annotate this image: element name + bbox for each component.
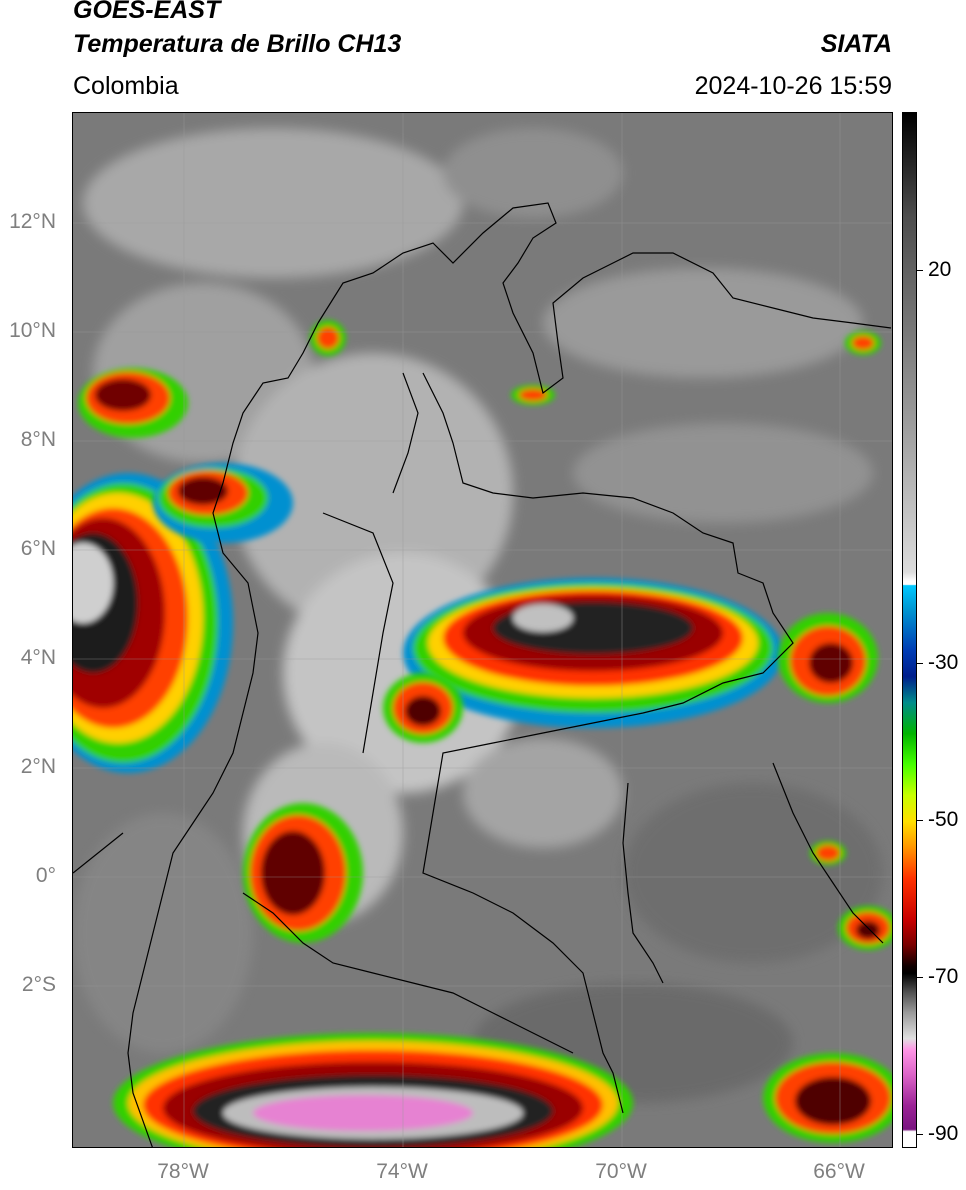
convective-cloud-tops — [73, 320, 892, 1147]
map-canvas — [73, 113, 892, 1147]
lat-label-2s: 2°S — [21, 973, 56, 996]
colorbar-tick — [917, 663, 923, 664]
satellite-name: GOES-EAST — [73, 0, 221, 24]
lat-label-6n: 6°N — [20, 537, 56, 560]
colorbar-tick — [917, 270, 923, 271]
cloud-texture — [73, 128, 883, 1103]
colorbar-tick — [917, 1134, 923, 1135]
satellite-map — [72, 112, 893, 1148]
colorbar-label-m30: -30 — [928, 651, 959, 674]
lat-label-10n: 10°N — [9, 319, 56, 342]
lat-label-4n: 4°N — [20, 646, 56, 669]
lat-label-12n: 12°N — [9, 210, 56, 233]
colorbar — [902, 112, 917, 1148]
lon-label-78w: 78°W — [157, 1160, 209, 1183]
colorbar-label-m90: -90 — [928, 1122, 959, 1145]
colorbar-label-20: 20 — [928, 258, 952, 281]
lon-label-70w: 70°W — [595, 1160, 647, 1183]
lat-label-8n: 8°N — [20, 428, 56, 451]
colorbar-label-m50: -50 — [928, 808, 959, 831]
lat-label-2n: 2°N — [20, 755, 56, 778]
lat-label-0: 0° — [35, 864, 56, 887]
institution-name: SIATA — [820, 30, 892, 58]
product-title: Temperatura de Brillo CH13 — [73, 30, 402, 58]
graticule — [73, 113, 892, 1147]
colorbar-label-m70: -70 — [928, 965, 959, 988]
lon-label-74w: 74°W — [376, 1160, 428, 1183]
image-timestamp: 2024-10-26 15:59 — [694, 72, 892, 100]
colorbar-tick — [917, 977, 923, 978]
colorbar-tick — [917, 820, 923, 821]
boundaries — [73, 202, 892, 1147]
region-name: Colombia — [73, 72, 179, 100]
lon-label-66w: 66°W — [813, 1160, 865, 1183]
